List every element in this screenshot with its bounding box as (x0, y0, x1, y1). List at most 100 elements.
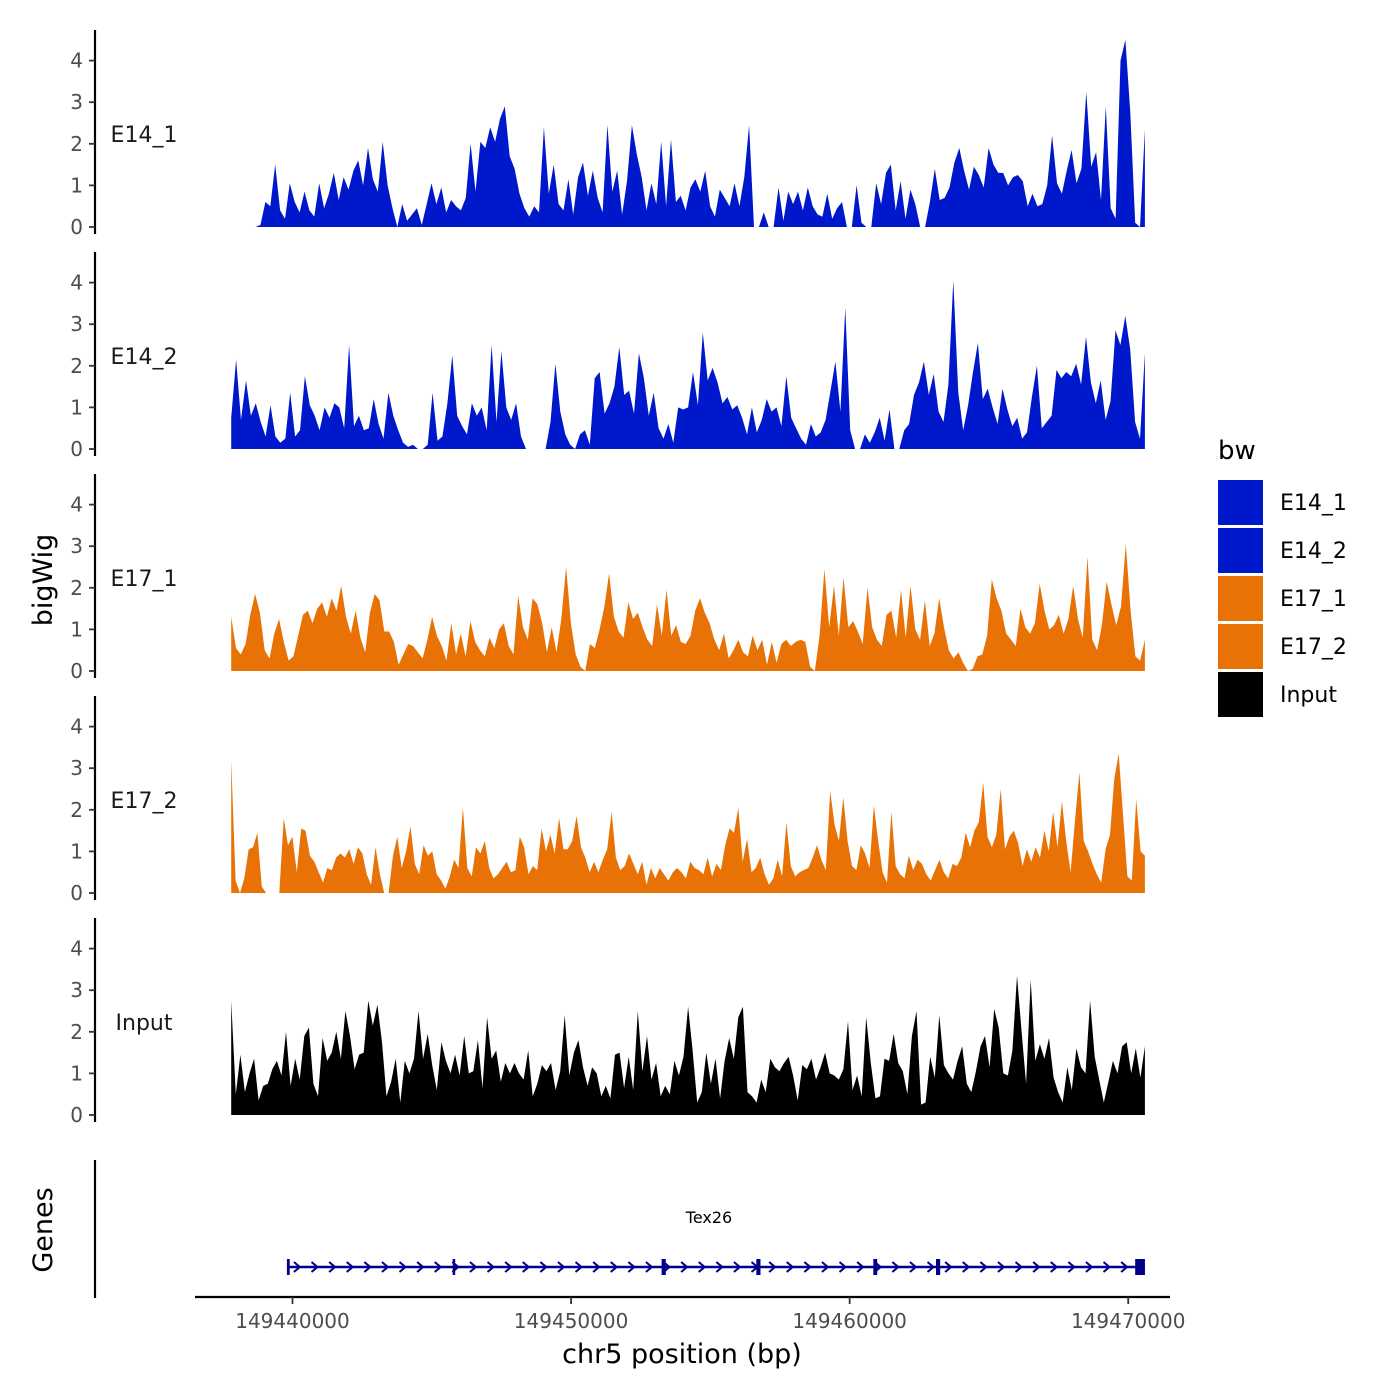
y-tick-label: 4 (70, 271, 83, 295)
legend-items: E14_1 E14_2 E17_1 E17_2 Input (1218, 480, 1347, 717)
strand-arrow (645, 1261, 654, 1273)
y-tick-label: 3 (70, 90, 83, 114)
strand-arrow (504, 1261, 513, 1273)
y-tick-label: 2 (70, 1020, 83, 1044)
area-e17_2 (231, 753, 1145, 893)
strand-arrow (381, 1261, 390, 1273)
strand-arrow (803, 1261, 812, 1273)
strand-arrow (346, 1261, 355, 1273)
strand-arrow (469, 1261, 478, 1273)
track-label: E17_1 (111, 567, 178, 592)
x-tick-label: 149460000 (792, 1309, 907, 1333)
strand-arrow (979, 1261, 988, 1273)
exon (452, 1259, 456, 1275)
strand-arrow (416, 1261, 425, 1273)
x-tick-label: 149470000 (1071, 1309, 1186, 1333)
exon (936, 1259, 941, 1275)
strand-arrow (733, 1261, 742, 1273)
strand-arrow (962, 1261, 971, 1273)
strand-arrow (838, 1261, 848, 1273)
legend-label: E14_1 (1280, 491, 1347, 516)
strand-arrow (627, 1261, 636, 1273)
exon (873, 1259, 878, 1275)
exon (286, 1259, 290, 1275)
strand-arrow (1032, 1261, 1041, 1273)
panel-e17_1: 0 1 2 3 4 E17_1 (70, 474, 1145, 683)
strand-arrow (821, 1261, 830, 1273)
strand-arrow (539, 1261, 548, 1273)
area-e14_2 (231, 280, 1145, 449)
strand-arrow (1050, 1261, 1059, 1273)
y-tick-label: 0 (70, 215, 83, 239)
y-tick-label: 3 (70, 312, 83, 336)
legend-swatch (1218, 528, 1263, 573)
track-panels: 0 1 2 3 4 E14_1 0 1 2 3 4 E14_2 0 1 2 3 4 E17_1 0 1 2 3 4 E17_2… (70, 30, 1145, 1127)
legend-swatch (1218, 672, 1263, 717)
panel-e14_2: 0 1 2 3 4 E14_2 (70, 252, 1145, 461)
track-label: E14_2 (111, 345, 178, 370)
strand-arrow (310, 1261, 320, 1273)
y-tick-label: 0 (70, 881, 83, 905)
strand-arrow (698, 1261, 707, 1273)
y-tick-label: 0 (70, 659, 83, 683)
strand-arrow (1067, 1261, 1076, 1273)
legend-title: bw (1218, 436, 1256, 466)
y-axis-title: bigWig (28, 534, 59, 627)
y-tick-label: 2 (70, 132, 83, 156)
strand-arrow (610, 1261, 619, 1273)
strand-arrow (293, 1261, 302, 1273)
strand-arrow (768, 1261, 777, 1273)
legend-item-input: Input (1218, 672, 1337, 717)
strand-arrow (680, 1261, 689, 1273)
y-tick-label: 3 (70, 534, 83, 558)
y-tick-label: 1 (70, 617, 83, 641)
panel-input: 0 1 2 3 4 Input (70, 918, 1145, 1127)
area-input (231, 975, 1145, 1115)
legend-item-e17_1: E17_1 (1218, 576, 1347, 621)
legend-swatch (1218, 576, 1263, 621)
legend-label: E17_2 (1280, 635, 1347, 660)
strand-arrow (592, 1261, 601, 1273)
strand-arrow (1120, 1261, 1129, 1273)
y-tick-label: 4 (70, 715, 83, 739)
strand-arrow (557, 1261, 566, 1273)
gene-tex26: Tex26 (286, 1208, 1145, 1275)
genes-panel: Tex26 (93, 1160, 1145, 1298)
y-tick-label: 2 (70, 798, 83, 822)
legend-item-e14_2: E14_2 (1218, 528, 1347, 573)
strand-arrow (944, 1261, 953, 1273)
exon (1135, 1259, 1145, 1275)
genes-axis-title: Genes (28, 1187, 59, 1272)
y-tick-label: 4 (70, 937, 83, 961)
strand-arrow (398, 1261, 408, 1273)
track-label: E14_1 (111, 123, 178, 148)
strand-arrow (363, 1261, 372, 1273)
panel-e14_1: 0 1 2 3 4 E14_1 (70, 30, 1145, 239)
strand-arrow (1014, 1261, 1024, 1273)
y-tick-label: 4 (70, 493, 83, 517)
strand-arrow (434, 1261, 443, 1273)
y-tick-label: 3 (70, 978, 83, 1002)
y-tick-label: 0 (70, 1103, 83, 1127)
track-label: E17_2 (111, 789, 178, 814)
track-label: Input (116, 1011, 173, 1036)
strand-arrow (486, 1261, 496, 1273)
legend-label: E17_1 (1280, 587, 1347, 612)
y-tick-label: 1 (70, 395, 83, 419)
panel-e17_2: 0 1 2 3 4 E17_2 (70, 696, 1145, 905)
strand-arrow (926, 1261, 936, 1273)
legend-swatch (1218, 624, 1263, 669)
exon (756, 1259, 761, 1275)
y-tick-label: 4 (70, 49, 83, 73)
y-tick-label: 0 (70, 437, 83, 461)
x-tick-label: 149450000 (514, 1309, 629, 1333)
strand-arrow (574, 1261, 584, 1273)
legend-label: Input (1280, 683, 1337, 708)
x-axis: 149440000 149450000 149460000 149470000 (195, 1295, 1186, 1333)
x-axis-title: chr5 position (bp) (562, 1339, 802, 1370)
strand-arrow (909, 1261, 918, 1273)
y-tick-label: 1 (70, 839, 83, 863)
strand-arrow (522, 1261, 531, 1273)
strand-arrow (997, 1261, 1006, 1273)
